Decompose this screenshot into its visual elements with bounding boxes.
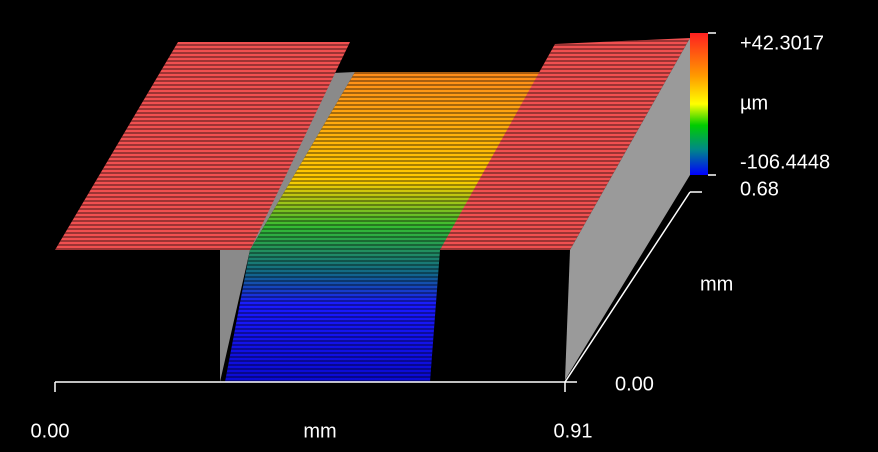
y-tick-label: 0.00 bbox=[615, 373, 654, 395]
color-bar-tick-label: -106.4448 bbox=[740, 151, 830, 173]
color-bar-label: µm bbox=[740, 92, 768, 114]
x-tick-label: 0.91 bbox=[554, 420, 593, 442]
color-bar-tick-label: +42.3017 bbox=[740, 32, 824, 54]
color-bar bbox=[690, 33, 708, 175]
y-axis-label: mm bbox=[700, 273, 733, 295]
y-tick-label: 0.68 bbox=[740, 178, 779, 200]
trough-stripes bbox=[225, 72, 550, 382]
x-axis-label: mm bbox=[303, 420, 336, 442]
x-tick-label: 0.00 bbox=[31, 420, 70, 442]
right-plateau-stripes bbox=[440, 38, 690, 250]
right-side-face bbox=[565, 38, 690, 380]
y-axis bbox=[564, 191, 691, 383]
left-plateau-stripes bbox=[55, 42, 350, 250]
surface bbox=[55, 38, 690, 382]
